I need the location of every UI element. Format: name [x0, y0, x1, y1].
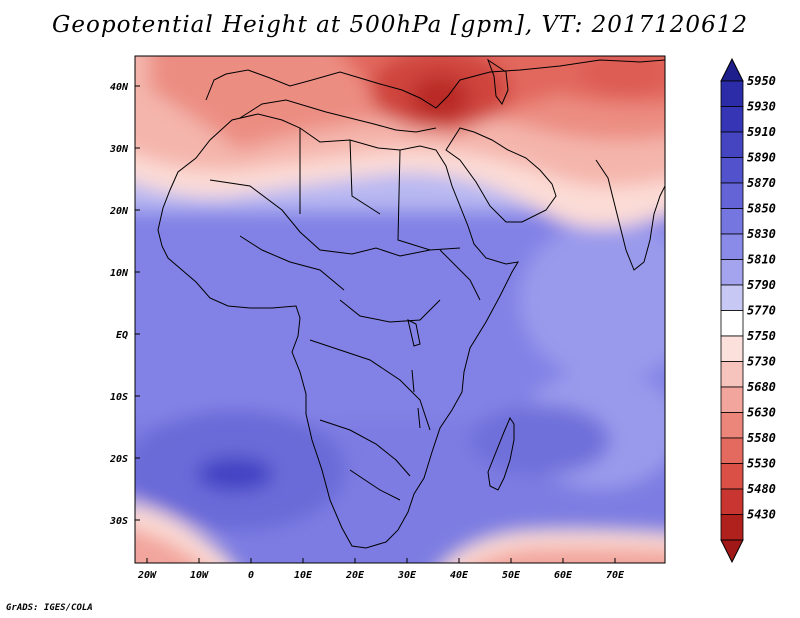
colorbar-label: 5830: [747, 227, 776, 241]
lon-label: 50E: [502, 570, 521, 581]
colorbar-label: 5790: [747, 278, 776, 292]
colorbar-swatch: [720, 259, 744, 286]
lon-label: 0: [248, 570, 254, 581]
lon-label: 70E: [606, 570, 625, 581]
lat-label: 30N: [109, 144, 129, 155]
lon-label: 20E: [345, 570, 365, 581]
colorbar-swatch: [720, 437, 744, 464]
colorbar-label: 5850: [747, 202, 776, 216]
map-title: Geopotential Height at 500hPa [gpm], VT:…: [52, 12, 748, 38]
coastlines: [157, 58, 665, 549]
latitude-labels: 40N 30N 20N 10N EQ 10S 20S 30S: [109, 82, 140, 527]
colorbar: 5950 5930 5910 5890 5870 5850 5830 5810 5790 5770…: [720, 57, 776, 564]
colorbar-swatch: [720, 182, 744, 209]
colorbar-label: 5580: [747, 431, 776, 445]
borders: [209, 128, 481, 501]
lon-label: 40E: [450, 570, 469, 581]
plot-frame: [134, 55, 666, 564]
lon-label: 60E: [554, 570, 573, 581]
lakes: [407, 319, 421, 429]
colorbar-swatch: [720, 80, 744, 107]
colorbar-swatch: [720, 514, 744, 541]
colorbar-swatch: [720, 361, 744, 388]
lat-label: 20N: [109, 206, 129, 217]
colorbar-swatch: [720, 131, 744, 158]
madagascar-coastline: [487, 416, 515, 491]
colorbar-label: 5810: [747, 253, 776, 267]
colorbar-label: 5730: [747, 355, 776, 369]
colorbar-swatch: [720, 335, 744, 362]
colorbar-label: 5870: [747, 176, 776, 190]
europe-coastline: [205, 59, 665, 109]
colorbar-label: 5930: [747, 100, 776, 114]
colorbar-label: 5890: [747, 151, 776, 165]
colorbar-swatch: [720, 284, 744, 311]
colorbar-label: 5770: [747, 304, 776, 318]
lat-label: 30S: [109, 516, 128, 527]
colorbar-label: 5910: [747, 125, 776, 139]
colorbar-swatch: [720, 463, 744, 490]
colorbar-swatch: [720, 106, 744, 133]
lon-label: 30E: [397, 570, 417, 581]
colorbar-low-arrow: [720, 539, 744, 564]
india-coastline: [595, 159, 665, 271]
colorbar-label: 5750: [747, 329, 776, 343]
lat-label: EQ: [116, 330, 128, 341]
colorbar-label: 5950: [747, 74, 776, 88]
grads-credit: GrADS: IGES/COLA: [6, 603, 93, 613]
arabia-coastline: [445, 127, 557, 223]
colorbar-swatch: [720, 233, 744, 260]
lon-label: 10E: [294, 570, 313, 581]
lat-label: 20S: [109, 454, 128, 465]
colorbar-label: 5430: [747, 508, 776, 522]
lon-label: 20W: [137, 570, 157, 581]
lat-label: 10S: [110, 392, 128, 403]
lon-label: 10W: [190, 570, 209, 581]
height-field: [135, 56, 665, 563]
colorbar-label: 5480: [747, 482, 776, 496]
colorbar-swatch: [720, 208, 744, 235]
colorbar-high-arrow: [720, 57, 744, 82]
caspian: [486, 58, 509, 105]
colorbar-swatch: [720, 310, 744, 337]
africa-coastline: [157, 113, 519, 549]
mediterranean-coast: [239, 99, 437, 133]
lat-label: 40N: [110, 82, 129, 93]
colorbar-label: 5630: [747, 406, 776, 420]
lat-label: 10N: [110, 268, 129, 279]
colorbar-label: 5530: [747, 457, 776, 471]
colorbar-swatch: [720, 488, 744, 515]
colorbar-swatch: [720, 412, 744, 439]
colorbar-swatch: [720, 157, 744, 184]
longitude-labels: 20W 10W 0 10E 20E 30E 40E 50E 60E 70E: [137, 558, 625, 581]
colorbar-swatch: [720, 386, 744, 413]
colorbar-label: 5680: [747, 380, 776, 394]
